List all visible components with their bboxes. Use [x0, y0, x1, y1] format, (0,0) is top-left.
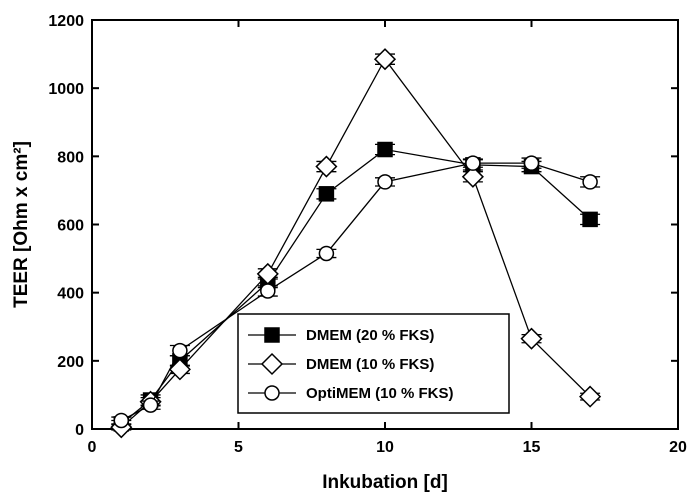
- data-point-circle: [378, 175, 392, 189]
- legend: DMEM (20 % FKS) DMEM (10 % FKS) OptiMEM (1…: [238, 314, 509, 413]
- y-tick-label: 600: [57, 218, 84, 235]
- data-point-circle: [173, 344, 187, 358]
- data-point-square: [583, 212, 597, 226]
- y-tick-label: 1200: [48, 13, 84, 30]
- legend-label: DMEM (20 % FKS): [306, 327, 434, 344]
- data-point-diamond: [316, 157, 336, 177]
- data-point-circle: [525, 156, 539, 170]
- legend-label: DMEM (10 % FKS): [306, 356, 434, 373]
- x-axis-label: Inkubation [d]: [322, 472, 448, 493]
- data-point-circle: [144, 398, 158, 412]
- y-axis-label: TEER [Ohm x cm²]: [11, 141, 32, 308]
- x-tick-label: 0: [88, 439, 97, 456]
- data-point-diamond: [375, 49, 395, 69]
- legend-label: OptiMEM (10 % FKS): [306, 385, 454, 402]
- x-tick-label: 20: [669, 439, 687, 456]
- data-point-square: [378, 143, 392, 157]
- y-tick-label: 800: [57, 149, 84, 166]
- data-point-circle: [261, 284, 275, 298]
- data-point-circle: [319, 246, 333, 260]
- x-tick-label: 10: [376, 439, 394, 456]
- data-point-circle: [466, 156, 480, 170]
- x-tick-label: 5: [234, 439, 243, 456]
- data-point-square: [319, 187, 333, 201]
- data-point-square: [265, 328, 279, 342]
- data-point-circle: [265, 386, 279, 400]
- y-tick-label: 0: [75, 422, 84, 439]
- data-point-circle: [114, 413, 128, 427]
- data-point-circle: [583, 175, 597, 189]
- y-tick-label: 400: [57, 286, 84, 303]
- x-tick-label: 15: [523, 439, 541, 456]
- y-tick-label: 1000: [48, 81, 84, 98]
- y-tick-label: 200: [57, 354, 84, 371]
